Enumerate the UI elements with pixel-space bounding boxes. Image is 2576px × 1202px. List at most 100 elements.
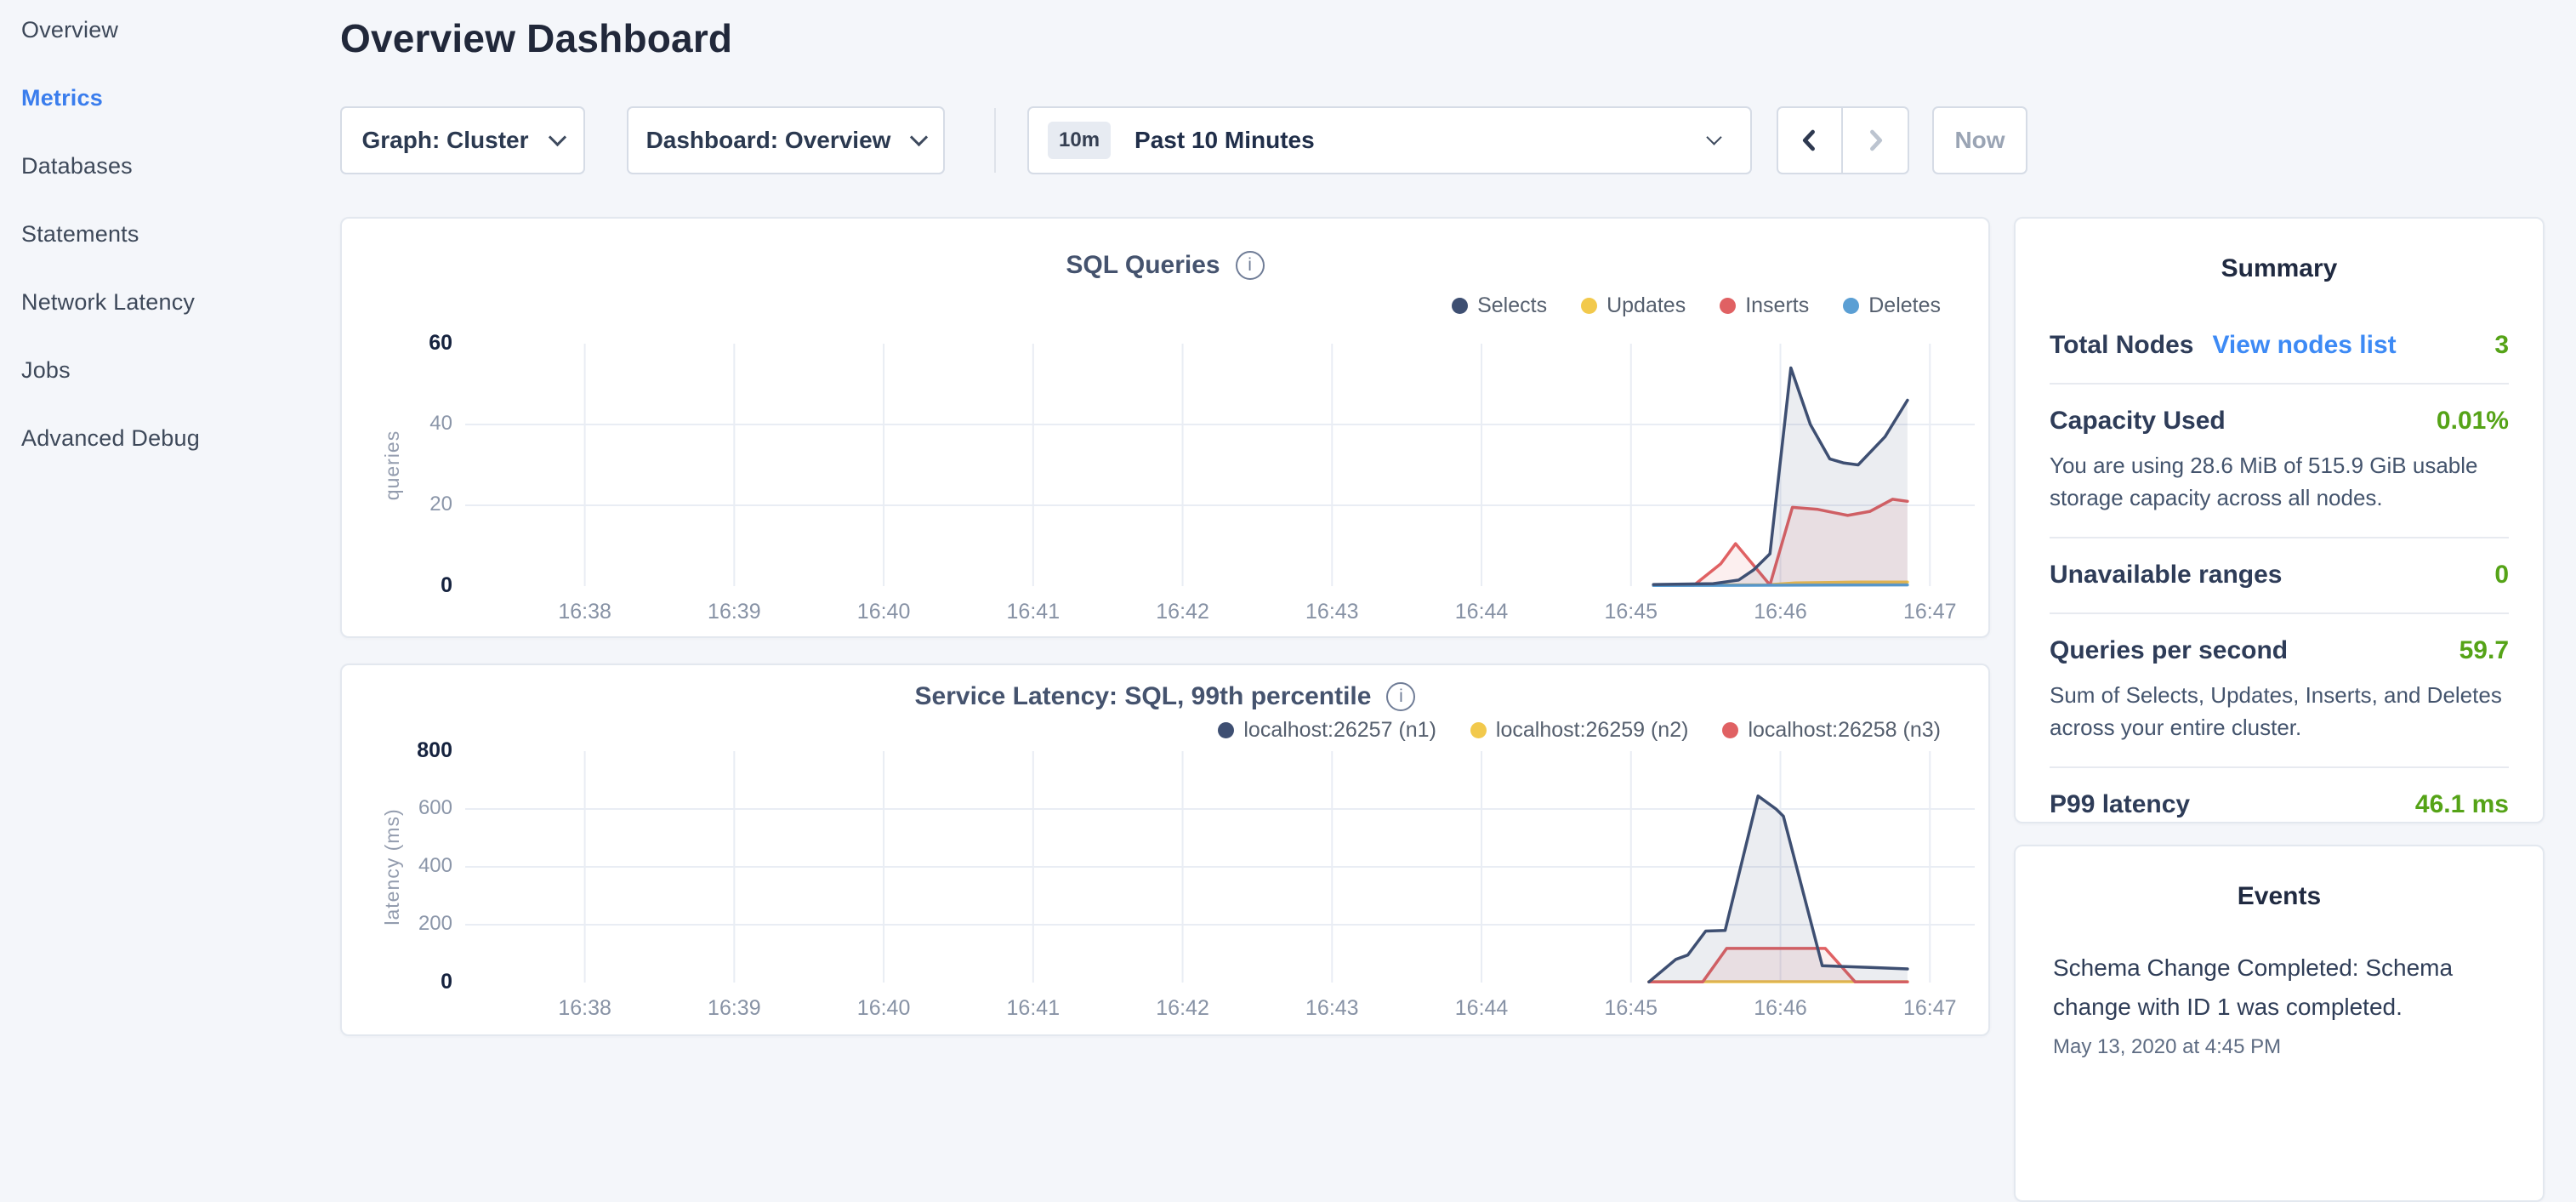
chart-title: SQL Queries [1066,251,1220,279]
x-axis-tick-label: 16:47 [1902,996,1957,1020]
sidebar-item-metrics[interactable]: Metrics [21,84,103,111]
y-axis-title: latency (ms) [381,808,403,926]
legend-dot-icon [1470,722,1487,738]
series-line-1 [1647,794,1909,984]
legend-item[interactable]: Inserts [1720,293,1809,318]
info-icon[interactable]: i [1235,251,1265,280]
sidebar-item-advanced-debug[interactable]: Advanced Debug [21,424,200,451]
series-area-3 [1648,948,1908,983]
y-axis-tick-label: 60 [429,331,452,355]
y-axis-tick-label: 400 [418,854,452,877]
sidebar-item-statements[interactable]: Statements [21,220,139,247]
summary-row: Total Nodes View nodes list 3 [2050,309,2509,385]
series-area-1 [1648,795,1908,983]
x-axis-tick-label: 16:43 [1305,600,1359,624]
legend-item[interactable]: localhost:26259 (n2) [1470,718,1689,743]
legend-label: localhost:26258 (n3) [1748,718,1941,742]
x-axis-tick-label: 16:41 [1006,996,1061,1020]
events-list: Schema Change Completed: Schema change w… [2053,948,2505,1059]
y-axis-tick-label: 200 [418,912,452,935]
chart-title: Service Latency: SQL, 99th percentile [914,682,1372,710]
y-axis-tick-label: 800 [417,738,452,762]
sidebar-item-network-latency[interactable]: Network Latency [21,288,196,315]
events-panel: Events Schema Change Completed: Schema c… [2014,845,2545,1202]
y-axis-title: queries [381,430,403,500]
info-icon[interactable]: i [1386,682,1416,711]
time-range-badge: 10m [1048,122,1112,159]
sidebar-item-jobs[interactable]: Jobs [21,356,71,383]
legend-dot-icon [1581,298,1598,314]
summary-row: P99 latency 46.1 ms [2050,768,2509,842]
event-list-item: Schema Change Completed: Schema change w… [2053,948,2505,1059]
y-axis-tick-label: 0 [441,970,452,994]
summary-row-value: 0 [2494,561,2509,589]
graph-scope-dropdown[interactable]: Graph: Cluster [340,106,585,174]
chart-legend: localhost:26257 (n1) localhost:26259 (n2)… [1218,718,1941,743]
legend-item[interactable]: localhost:26258 (n3) [1722,718,1941,743]
legend-label: Inserts [1745,293,1810,317]
x-axis-tick-label: 16:46 [1754,996,1807,1020]
chart-legend: Selects Updates Inserts Deletes [1452,293,1941,318]
chart-title-row: SQL Queries i [342,251,1988,280]
event-timestamp: May 13, 2020 at 4:45 PM [2053,1035,2282,1058]
legend-item[interactable]: localhost:26257 (n1) [1218,718,1436,743]
summary-row-header: Queries per second 59.7 [2050,636,2509,665]
time-range-dropdown[interactable]: 10m Past 10 Minutes [1027,106,1752,174]
chevron-down-icon [548,128,566,146]
summary-row-value: 0.01% [2436,407,2509,435]
x-axis-tick-label: 16:44 [1454,996,1509,1020]
sql-queries-chart-panel: SQL Queries i Selects Updates Inserts Deletes… [340,217,1990,638]
legend-item[interactable]: Updates [1581,293,1686,318]
summary-row-label: P99 latency [2050,790,2191,818]
summary-rows: Total Nodes View nodes list 3 Capacity Used… [2050,309,2509,842]
summary-row-description: You are using 28.6 MiB of 515.9 GiB usab… [2050,453,2478,510]
x-axis-tick-label: 16:42 [1156,996,1209,1020]
summary-row-label: Total Nodes [2050,331,2194,359]
summary-row: Queries per second 59.7 Sum of Selects, Up… [2050,614,2509,768]
page-title: Overview Dashboard [340,16,733,60]
legend-label: Deletes [1868,293,1941,317]
series-line-3 [1652,498,1909,587]
legend-label: Updates [1606,293,1686,317]
time-back-button[interactable] [1778,108,1843,173]
x-axis-tick-label: 16:45 [1604,600,1658,624]
time-forward-button[interactable] [1843,108,1908,173]
event-text: Schema Change Completed: Schema change w… [2053,954,2454,1020]
x-axis-tick-label: 16:39 [708,600,761,624]
summary-panel: Summary Total Nodes View nodes list 3 Capac… [2014,217,2545,823]
summary-row: Capacity Used 0.01% You are using 28.6 MiB… [2050,385,2509,538]
legend-label: localhost:26259 (n2) [1495,718,1689,742]
chevron-left-icon [1802,129,1815,151]
x-axis-tick-label: 16:45 [1604,996,1658,1020]
legend-dot-icon [1843,298,1860,314]
sidebar-item-overview[interactable]: Overview [21,16,119,43]
graph-scope-label: Graph: Cluster [361,127,529,153]
x-axis-tick-label: 16:40 [856,600,911,624]
sidebar-item-databases[interactable]: Databases [21,152,133,179]
summary-row-header: Capacity Used 0.01% [2050,407,2509,436]
legend-dot-icon [1720,298,1737,314]
x-axis-tick-label: 16:47 [1902,600,1957,624]
legend-dot-icon [1452,298,1469,314]
x-axis-tick-label: 16:44 [1454,600,1509,624]
service-latency-chart-panel: Service Latency: SQL, 99th percentile i lo… [340,664,1990,1036]
chart-plot-area[interactable] [465,344,1975,588]
summary-row-description: Sum of Selects, Updates, Inserts, and De… [2050,682,2502,740]
legend-label: Selects [1477,293,1548,317]
legend-item[interactable]: Selects [1452,293,1547,318]
chart-plot-area[interactable] [465,751,1975,984]
x-axis-tick-label: 16:39 [708,996,761,1020]
summary-row-label: Queries per second [2050,636,2289,664]
time-range-label: Past 10 Minutes [1134,127,1315,153]
view-nodes-list-link[interactable]: View nodes list [2212,331,2397,359]
x-axis-tick-label: 16:46 [1754,600,1807,624]
dashboard-dropdown[interactable]: Dashboard: Overview [627,106,945,174]
summary-row-label: Capacity Used [2050,407,2226,435]
legend-item[interactable]: Deletes [1843,293,1941,318]
chart-title-row: Service Latency: SQL, 99th percentile i [342,682,1988,711]
summary-row-value: 46.1 ms [2414,790,2509,818]
now-button[interactable]: Now [1932,106,2027,174]
series-area-3 [1653,498,1908,586]
summary-row-header: Unavailable ranges 0 [2050,561,2509,590]
legend-label: localhost:26257 (n1) [1243,718,1436,742]
